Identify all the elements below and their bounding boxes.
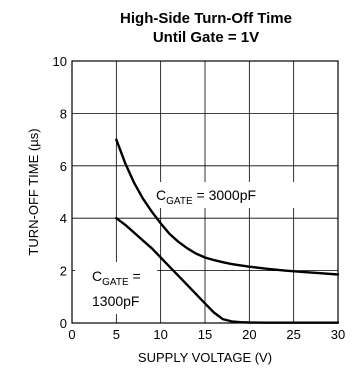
x-tick-label-0: 0 — [68, 327, 75, 342]
y-tick-label-0: 0 — [60, 316, 67, 331]
y-tick-label-5: 10 — [53, 54, 67, 69]
annotation-3000pf-rest: = 3000pF — [193, 187, 256, 203]
annotation-1300pf-sub: GATE — [102, 277, 129, 288]
annotation-3000pf-background — [152, 182, 296, 208]
x-tick-label-5: 25 — [286, 327, 300, 342]
plot-frame — [71, 60, 339, 324]
annotation-1300pf: CGATE = — [92, 268, 141, 288]
annotation-1300pf-rest: = — [129, 268, 141, 284]
x-tick-label-3: 15 — [198, 327, 212, 342]
annotation-1300pf-main: C — [92, 268, 102, 284]
series-line-1300pf — [115, 216, 340, 324]
y-tick-label-1: 2 — [60, 264, 67, 279]
chart-title-line-2: Until Gate = 1V — [153, 29, 259, 46]
annotation-3000pf-sub: GATE — [166, 196, 193, 207]
annotation-3000pf: CGATE = 3000pF — [156, 187, 256, 207]
x-tick-label-6: 30 — [331, 327, 345, 342]
annotation-1300pf-background — [75, 262, 157, 314]
y-tick-label-3: 6 — [60, 159, 67, 174]
y-axis-label: TURN-OFF TIME (µs) — [26, 128, 41, 255]
y-tick-label-2: 4 — [60, 211, 67, 226]
annotation-1300pf-line2: 1300pF — [92, 293, 139, 309]
series-line-3000pf — [115, 138, 340, 276]
x-tick-label-2: 10 — [153, 327, 167, 342]
annotation-3000pf-main: C — [156, 187, 166, 203]
x-tick-label-4: 20 — [242, 327, 256, 342]
series-curves — [115, 138, 340, 324]
y-tick-label-4: 8 — [60, 106, 67, 121]
chart-title-line-1: High-Side Turn-Off Time — [120, 10, 292, 27]
x-tick-label-1: 5 — [113, 327, 120, 342]
x-tick-labels: 0 5 10 15 20 25 30 — [68, 327, 345, 342]
x-axis-label: SUPPLY VOLTAGE (V) — [138, 350, 272, 365]
y-tick-labels: 0 2 4 6 8 10 — [53, 54, 67, 331]
